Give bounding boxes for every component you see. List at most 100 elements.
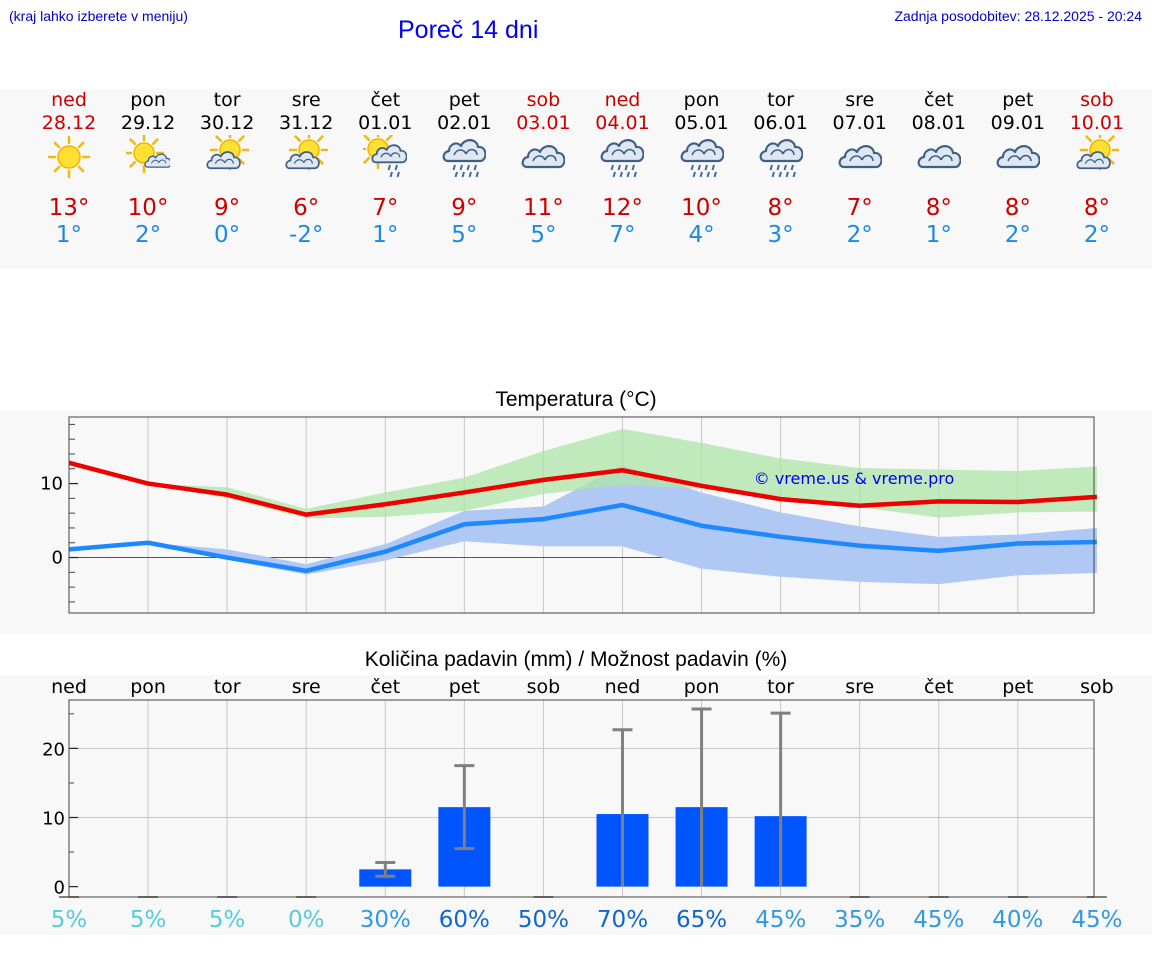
cloud-rain-icon — [680, 139, 724, 178]
min-temperature: 4° — [688, 222, 715, 248]
page-title: Poreč 14 dni — [398, 16, 539, 44]
precipitation-band — [0, 675, 1152, 935]
forecast-strip — [0, 89, 1152, 269]
day-date: 02.01 — [437, 112, 492, 134]
weather-icon — [442, 139, 487, 178]
temperature-chart-title: Temperatura (°C) — [495, 388, 657, 411]
sun-cloud-icon — [206, 135, 250, 171]
cloud-icon — [996, 145, 1040, 169]
max-temperature: 8° — [1004, 195, 1031, 221]
min-temperature: 1° — [925, 222, 952, 248]
day-name: tor — [213, 89, 241, 111]
sun-cloud-icon — [285, 135, 329, 171]
day-date: 28.12 — [41, 112, 97, 134]
max-temperature: 10° — [681, 195, 722, 221]
precipitation-chart-title: Količina padavin (mm) / Možnost padavin … — [364, 648, 788, 671]
day-date: 10.01 — [1069, 112, 1125, 134]
day-date: 30.12 — [199, 112, 255, 134]
cloud-rain-icon — [442, 139, 487, 178]
weather-icon — [47, 135, 91, 179]
max-temperature: 7° — [846, 195, 873, 221]
cloud-shape — [442, 139, 487, 163]
day-name: sre — [291, 89, 321, 111]
cloud-rain-icon — [759, 139, 803, 178]
day-column: čet 08.01 8° 1° — [899, 89, 979, 259]
day-name: sob — [526, 89, 561, 111]
rain-drops — [387, 164, 401, 178]
max-temperature: 13° — [48, 195, 90, 221]
cloud-icon — [838, 145, 882, 169]
sun-icon — [47, 135, 91, 179]
weather-icon — [521, 145, 566, 169]
rain-drops — [690, 164, 717, 178]
small-cloud — [144, 153, 171, 168]
day-date: 01.01 — [358, 112, 413, 134]
max-temperature: 8° — [1083, 195, 1110, 221]
day-date: 04.01 — [595, 112, 650, 134]
cloud-icon — [917, 145, 961, 169]
weather-icon — [126, 135, 171, 174]
weather-icon — [285, 135, 329, 171]
weather-icon — [601, 139, 645, 178]
day-column: tor 06.01 8° 3° — [741, 89, 821, 259]
day-column: tor 30.12 9° 0° — [187, 89, 267, 259]
rain-drops — [611, 164, 638, 178]
cloud-shape — [680, 139, 724, 163]
day-date: 03.01 — [516, 112, 571, 134]
day-name: čet — [923, 89, 954, 111]
temperature-band — [0, 410, 1152, 634]
day-name: pon — [130, 89, 166, 111]
day-name: ned — [604, 89, 641, 111]
sun-small-cloud-icon — [126, 135, 171, 174]
weather-icon — [680, 139, 724, 178]
cloud-shape — [285, 151, 320, 170]
day-column: pet 02.01 9° 5° — [424, 89, 504, 259]
cloud-shape — [838, 145, 882, 169]
day-column: pet 09.01 8° 2° — [978, 89, 1058, 259]
cloud-shape — [759, 139, 803, 163]
weather-icon — [996, 145, 1040, 169]
day-date: 29.12 — [120, 112, 176, 134]
day-name: čet — [370, 89, 401, 111]
max-temperature: 11° — [523, 195, 564, 221]
cloud-shape — [1076, 151, 1111, 170]
cloud-shape — [917, 145, 961, 169]
day-column: čet 01.01 7° 1° — [345, 89, 425, 259]
rain-drops — [452, 164, 480, 178]
day-name: sob — [1080, 89, 1114, 111]
sun-cloud-rain-icon — [363, 135, 408, 178]
day-name: pon — [683, 89, 720, 111]
min-temperature: -2° — [288, 222, 324, 248]
max-temperature: 12° — [602, 195, 643, 221]
day-date: 09.01 — [990, 112, 1046, 134]
cloud-icon — [521, 145, 566, 169]
location-hint[interactable]: (kraj lahko izberete v meniju) — [9, 8, 188, 24]
weather-icon — [1076, 135, 1119, 171]
min-temperature: 0° — [214, 222, 241, 248]
min-temperature: 1° — [372, 222, 399, 248]
max-temperature: 7° — [372, 195, 399, 221]
max-temperature: 9° — [214, 195, 241, 221]
sun-disc — [47, 135, 91, 179]
min-temperature: 5° — [451, 222, 478, 248]
day-column: sre 31.12 6° -2° — [266, 89, 346, 259]
weather-icon — [759, 139, 803, 178]
day-column: pon 29.12 10° 2° — [108, 89, 188, 259]
min-temperature: 1° — [55, 222, 83, 248]
min-temperature: 5° — [530, 222, 557, 248]
cloud-shape — [521, 145, 566, 169]
min-temperature: 7° — [609, 222, 636, 248]
day-date: 07.01 — [832, 112, 887, 134]
day-column: pon 05.01 10° 4° — [662, 89, 742, 259]
day-date: 05.01 — [674, 112, 729, 134]
max-temperature: 9° — [451, 195, 478, 221]
min-temperature: 3° — [767, 222, 794, 248]
cloud-shape — [601, 139, 645, 163]
day-name: tor — [767, 89, 795, 111]
min-temperature: 2° — [1083, 222, 1110, 248]
cloud-rain-icon — [601, 139, 645, 178]
last-update: Zadnja posodobitev: 28.12.2025 - 20:24 — [894, 8, 1142, 24]
day-column: ned 04.01 12° 7° — [582, 89, 662, 259]
cloud-shape — [996, 145, 1040, 169]
cloud-shape — [206, 151, 241, 170]
